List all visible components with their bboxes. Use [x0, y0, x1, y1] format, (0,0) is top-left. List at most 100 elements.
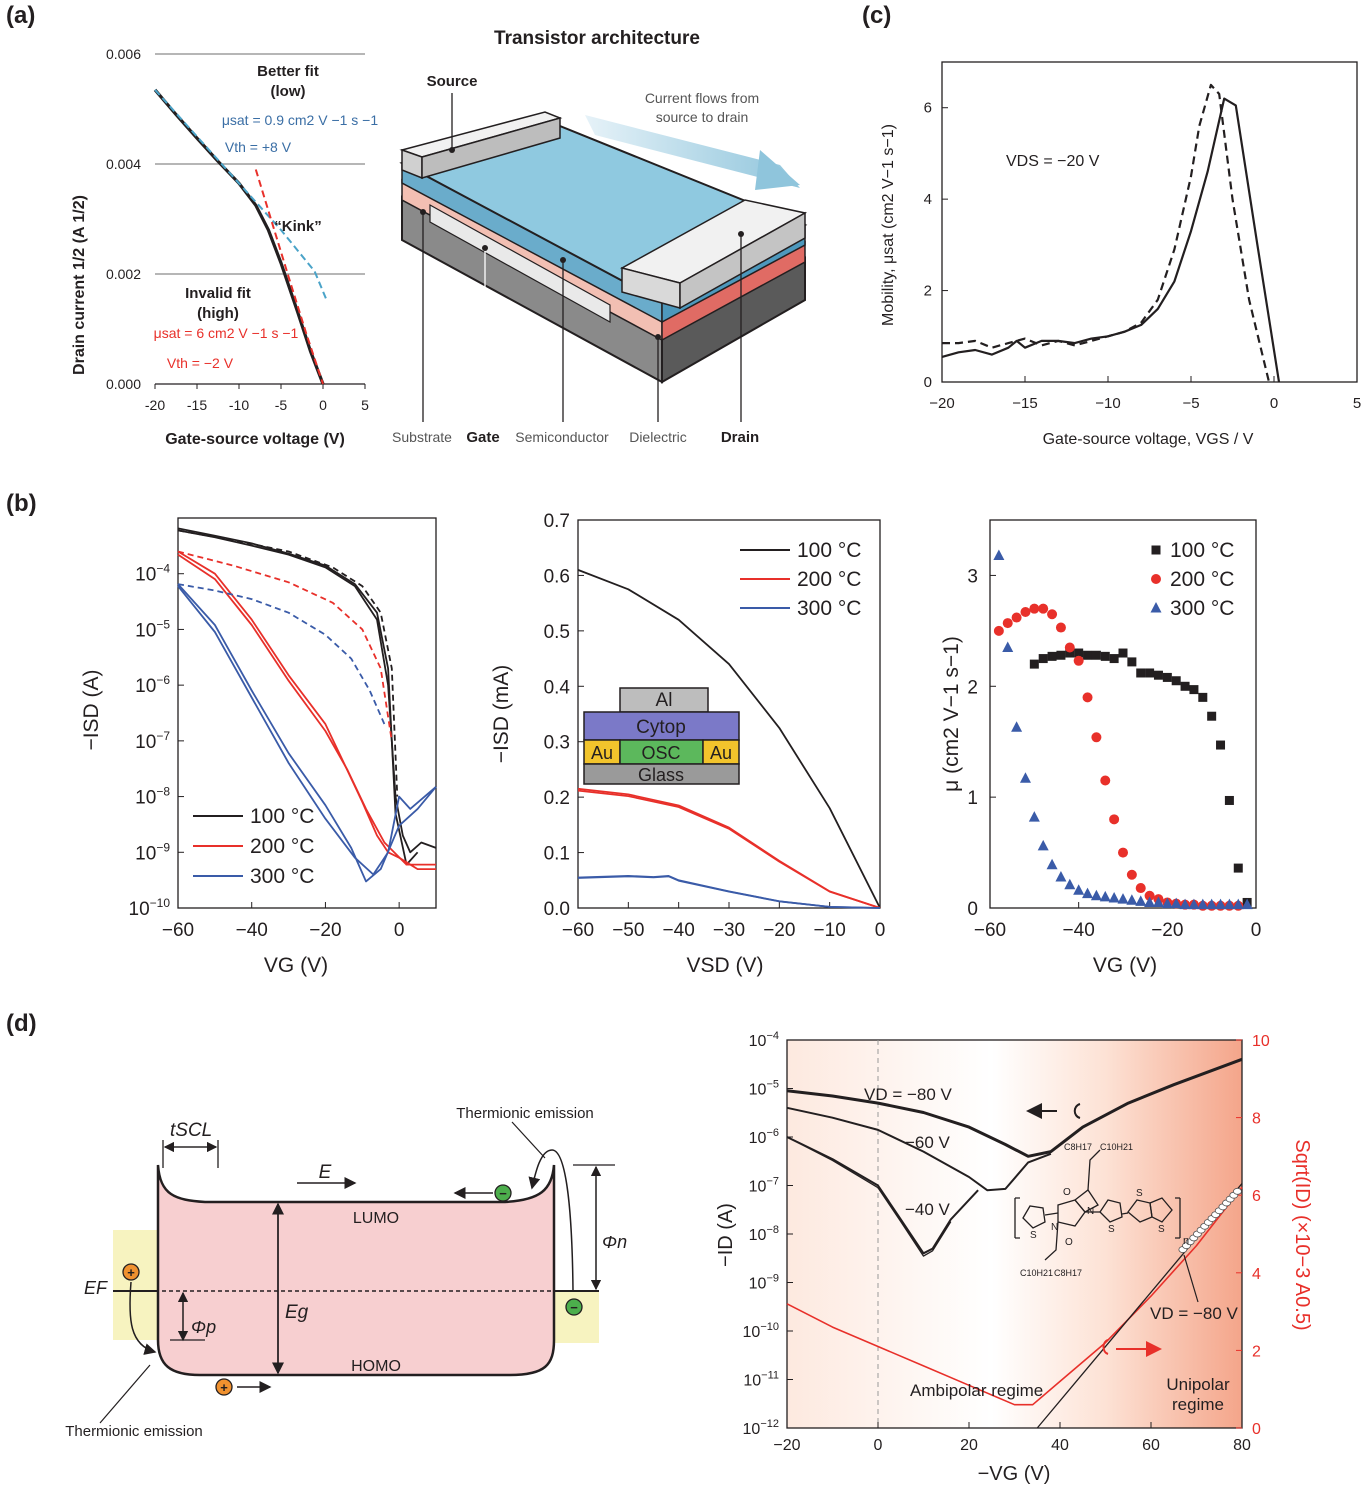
b2-ytick: 0.2 — [544, 788, 570, 809]
b3-point-triangle — [1064, 878, 1076, 890]
mol-r2-bottom: C10H21 — [1020, 1268, 1053, 1278]
panel-b3-chart: −60 −40 −20 0 0 1 2 3 μ (cm2 V−1 s−1) VG (V) 10… — [940, 519, 1261, 977]
b2-xtick: −50 — [612, 920, 644, 941]
b1-ytick-exp: −5 — [156, 617, 170, 631]
a-xtick: -5 — [275, 397, 288, 413]
b3-point-square — [1198, 692, 1208, 702]
inset-glass-layer — [583, 763, 740, 785]
mol-r1-bottom: C8H17 — [1054, 1268, 1082, 1278]
b1-ylabel: −ISD (A) — [80, 669, 103, 750]
b1-xtick: 0 — [394, 920, 405, 941]
b3-point-triangle — [1108, 892, 1120, 903]
b3-point-triangle — [1037, 839, 1049, 851]
b3-point-circle — [1082, 692, 1093, 703]
b1-ytick: 10−9 — [135, 840, 170, 864]
d-ytick-exp: −6 — [766, 1127, 779, 1139]
b3-point-square — [1118, 648, 1128, 658]
electron-contact-sign: − — [570, 1300, 578, 1315]
hole-emission-path — [129, 1281, 157, 1355]
c-xtick: −10 — [1095, 395, 1120, 412]
b3-ylabel: μ (cm2 V−1 s−1) — [940, 636, 963, 792]
b3-point-square — [1216, 740, 1226, 750]
b1-100c-solid — [177, 529, 437, 854]
b3-ytick: 2 — [967, 677, 978, 698]
c-ylabel: Mobility, μsat (cm2 V−1 s−1) — [880, 124, 897, 326]
b1-ytick: 10−6 — [135, 673, 170, 697]
d-xtick: 0 — [874, 1437, 883, 1454]
b3-xtick: −40 — [1063, 920, 1095, 941]
a-xtick: -15 — [187, 397, 207, 413]
b1-xtick: −40 — [236, 920, 268, 941]
d-ytick: 10−6 — [749, 1127, 779, 1147]
b1-frame — [177, 517, 437, 909]
b3-point-triangle — [1188, 898, 1200, 910]
b3-point-triangle — [1099, 890, 1111, 902]
source-label: Source — [427, 73, 478, 90]
b2-ytick: 0.5 — [544, 622, 570, 643]
inset-osc-layer — [619, 739, 704, 765]
b3-point-square — [1153, 670, 1163, 680]
b3-xlabel: VG (V) — [1093, 954, 1157, 977]
b3-frame — [989, 519, 1257, 909]
d-unipolar-line1: Unipolar — [1166, 1375, 1230, 1394]
b3-ytick: 1 — [967, 788, 978, 809]
b2-series-line-return — [577, 789, 881, 909]
b3-xtick: −20 — [1151, 920, 1183, 941]
b3-legend-marker — [1151, 545, 1161, 555]
hole-contact-icon — [122, 1263, 140, 1281]
b1-ytick: 10−4 — [135, 562, 170, 586]
b1-ytick: 10−10 — [129, 896, 171, 920]
b1-300c-solid-2 — [177, 585, 437, 876]
b2-ytick: 0.3 — [544, 733, 570, 754]
inset-au-left — [583, 739, 621, 765]
b2-xtick: −10 — [814, 920, 846, 941]
b1-legend-label: 200 °C — [250, 835, 314, 858]
b1-ytick-exp: −7 — [156, 729, 170, 743]
b3-point-circle — [1020, 607, 1031, 618]
b3-ytick: 3 — [967, 566, 978, 587]
c-dashed-line — [942, 83, 1271, 383]
b3-point-circle — [1038, 603, 1049, 614]
panel-a-chart: 0.000 0.002 0.004 0.006 -20 -15 -10 -5 0 5 Drain … — [71, 46, 378, 448]
b1-xlabel: VG (V) — [264, 954, 328, 977]
d-ytick-exp: −12 — [760, 1418, 779, 1430]
b3-point-square — [1207, 711, 1217, 721]
hole-sign: + — [220, 1380, 228, 1395]
mol-sub-n: n — [1183, 1235, 1189, 1247]
d-ytick: 10−8 — [749, 1224, 779, 1244]
inset-cytop-label: Cytop — [636, 717, 686, 738]
a-invalid-fit-line — [254, 169, 324, 385]
b1-ytick-exp: −4 — [156, 562, 170, 576]
d-ytick: 10−12 — [743, 1418, 779, 1438]
b3-point-triangle — [1117, 893, 1129, 904]
b3-point-triangle — [1215, 898, 1227, 910]
d-vd80-label: VD = −80 V — [864, 1085, 953, 1104]
mol-r1-top: C8H17 — [1064, 1142, 1092, 1152]
c-vds-annotation: VDS = −20 V — [1006, 153, 1100, 170]
b3-point-triangle — [1152, 896, 1164, 907]
b2-ytick: 0.6 — [544, 566, 570, 587]
b3-point-square — [1145, 668, 1155, 678]
a-xtick: 0 — [319, 397, 327, 413]
b3-point-circle — [1055, 622, 1066, 633]
b2-series-line-return — [577, 875, 881, 909]
panel-b1-chart: −60 −40 −20 010−1010−910−810−710−610−510−4 … — [80, 517, 437, 977]
b3-point-circle — [1064, 642, 1075, 653]
mol-s-2: S — [1108, 1224, 1115, 1235]
b3-point-triangle — [1241, 898, 1253, 910]
d-y2tick: 0 — [1252, 1421, 1261, 1438]
c-xtick: 5 — [1353, 395, 1361, 412]
d-ytick: 10−10 — [743, 1321, 779, 1341]
lumo-label: LUMO — [353, 1210, 399, 1227]
c-xlabel: Gate-source voltage, VGS / V — [1043, 431, 1254, 448]
thermionic-bottom-label: Thermionic emission — [65, 1423, 203, 1440]
b3-point-square — [1091, 650, 1101, 660]
b3-point-square — [1189, 685, 1199, 695]
b3-point-circle — [1091, 732, 1102, 743]
b1-legend-label: 100 °C — [250, 805, 314, 828]
b3-point-circle — [1029, 603, 1040, 614]
source-side — [421, 117, 561, 179]
b1-200c-solid-2 — [177, 553, 436, 866]
a-ylabel: Drain current 1/2 (A 1/2) — [71, 195, 88, 375]
a-invalid-mu: μsat = 6 cm2 V −1 s −1 — [154, 325, 299, 341]
